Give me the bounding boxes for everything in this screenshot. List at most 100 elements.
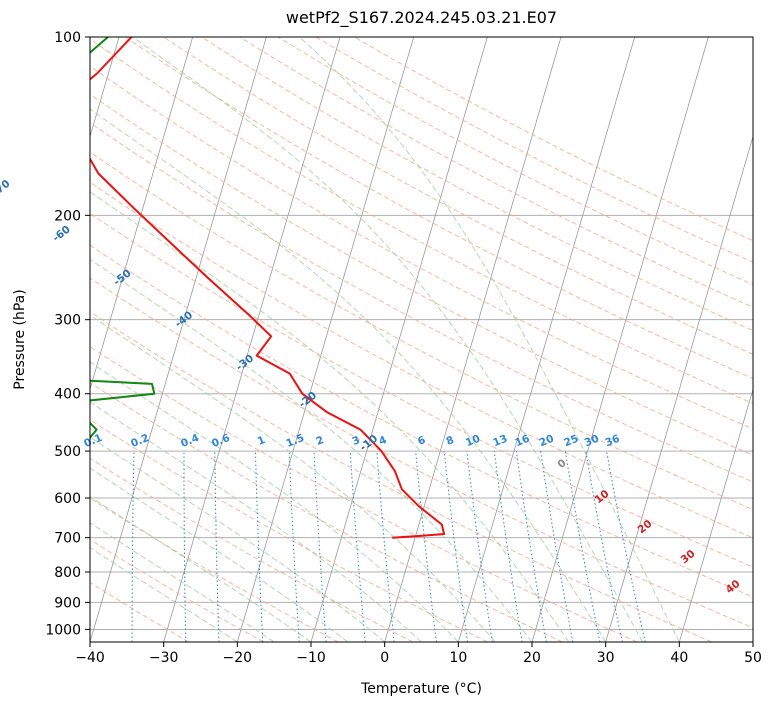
isotherm-line	[310, 37, 488, 642]
moist-adiabat-line	[90, 361, 459, 642]
dry-adiabat-line	[125, 37, 753, 380]
moist-adiabat-line	[90, 495, 312, 642]
y-tick-label: 300	[54, 313, 81, 329]
chart-title: wetPf2_S167.2024.245.03.21.E07	[285, 8, 558, 27]
y-tick-label: 700	[54, 531, 81, 547]
isotherm-line	[90, 37, 267, 642]
y-tick-label: 1000	[45, 622, 81, 638]
dry-adiabat-line	[90, 311, 712, 642]
x-axis-label: Temperature (°C)	[360, 681, 482, 697]
x-tick-label: 40	[670, 650, 688, 666]
dewpoint-profile-line	[90, 37, 156, 440]
isotherm-line	[90, 37, 194, 391]
mixing-ratio-label: 2	[314, 434, 325, 448]
dry-adiabat-line	[90, 122, 753, 483]
mixing-ratio-line	[214, 451, 220, 642]
y-tick-label: 800	[54, 565, 81, 581]
isotherm-line	[163, 37, 341, 642]
y-tick-label: 200	[54, 208, 81, 224]
y-tick-label: 400	[54, 387, 81, 403]
mixing-ratio-line	[415, 451, 437, 642]
dry-adiabat-line	[353, 37, 753, 242]
dry-adiabat-line	[90, 538, 264, 642]
y-tick-label: 600	[54, 491, 81, 507]
isotherm-line	[236, 37, 415, 642]
mixing-ratio-line	[443, 451, 468, 642]
isotherm-label: 0	[555, 457, 568, 471]
dry-adiabat-line	[90, 277, 753, 629]
mixing-ratio-label: 1.5	[284, 432, 306, 450]
moist-adiabat-line	[132, 37, 643, 642]
mixing-ratio-line	[183, 451, 187, 642]
dry-adiabat-line	[90, 346, 638, 642]
moist-adiabat-line	[90, 522, 275, 642]
mixing-ratio-line	[288, 451, 300, 642]
mixing-ratio-label: 4	[377, 434, 388, 448]
isotherm-label: -70	[0, 178, 12, 199]
mixing-ratio-label: 6	[416, 434, 427, 448]
mixing-ratio-label: 30	[583, 433, 601, 450]
y-tick-label: 500	[54, 444, 81, 460]
isotherm-line	[457, 37, 636, 642]
mixing-ratio-line	[313, 451, 327, 642]
mixing-ratio-label: 3	[351, 434, 362, 448]
isotherm-label: -60	[50, 223, 72, 244]
mixing-ratio-line	[493, 451, 523, 642]
x-tick-label: 50	[744, 650, 762, 666]
moist-adiabat-line	[90, 314, 496, 642]
dry-adiabat-line	[90, 581, 190, 642]
profiles	[90, 37, 446, 539]
mixing-ratio-line	[466, 451, 493, 642]
dry-adiabat-line	[277, 37, 753, 286]
mixing-ratio-label: 13	[491, 433, 509, 450]
moist-adiabat-line	[90, 108, 607, 642]
plot-frame	[89, 36, 754, 643]
dry-adiabat-line	[90, 419, 488, 642]
mixing-ratio-line	[349, 451, 366, 642]
x-tick-label: 0	[380, 650, 389, 666]
mixing-ratio-label: 0.1	[82, 432, 104, 450]
isotherm-label: -20	[297, 389, 319, 410]
mixing-ratio-line	[606, 451, 646, 642]
moist-adiabat-line	[90, 191, 570, 642]
x-tick-label: −10	[296, 650, 326, 666]
background-lines	[90, 37, 753, 642]
x-tick-label: 30	[597, 650, 615, 666]
mixing-ratio-line	[564, 451, 601, 642]
dry-adiabat-line	[239, 37, 753, 308]
y-tick-label: 900	[54, 595, 81, 611]
moist-adiabat-line	[90, 436, 386, 642]
mixing-ratio-label: 0.2	[129, 432, 151, 450]
isotherm-label: -40	[173, 309, 195, 330]
isotherm-line	[384, 37, 562, 642]
x-tick-label: −20	[223, 650, 253, 666]
dry-adiabat-line	[90, 65, 753, 430]
moist-adiabat-line	[298, 37, 680, 642]
mixing-ratio-line	[515, 451, 547, 642]
mixing-ratio-label: 16	[513, 433, 531, 450]
dry-adiabat-line	[90, 244, 753, 598]
mixing-ratio-label: 0.6	[210, 432, 232, 450]
dry-adiabat-line	[90, 457, 414, 642]
mixing-ratio-line	[540, 451, 574, 642]
mixing-ratio-label: 36	[604, 433, 622, 450]
mixing-ratio-label: 20	[538, 433, 556, 450]
isotherm-line	[678, 387, 753, 642]
temperature-profile-line	[90, 37, 446, 539]
mixing-ratio-line	[131, 451, 135, 642]
x-tick-label: −40	[75, 650, 105, 666]
x-tick-label: 10	[449, 650, 467, 666]
dry-adiabat-label: 30	[679, 548, 698, 566]
mixing-ratio-label: 10	[464, 433, 482, 450]
mixing-ratio-line	[585, 451, 623, 642]
y-axis-label: Pressure (hPa)	[12, 289, 28, 389]
mixing-ratio-line	[376, 451, 395, 642]
isotherm-label: -50	[111, 267, 133, 288]
dry-adiabat-label: 40	[724, 578, 743, 596]
mixing-ratio-line	[255, 451, 264, 642]
dry-adiabat-label: 20	[636, 518, 655, 536]
dry-adiabat-line	[90, 181, 753, 539]
mixing-ratio-label: 8	[445, 434, 456, 448]
mixing-ratio-label: 0.4	[179, 432, 201, 450]
dry-adiabat-line	[90, 38, 753, 405]
